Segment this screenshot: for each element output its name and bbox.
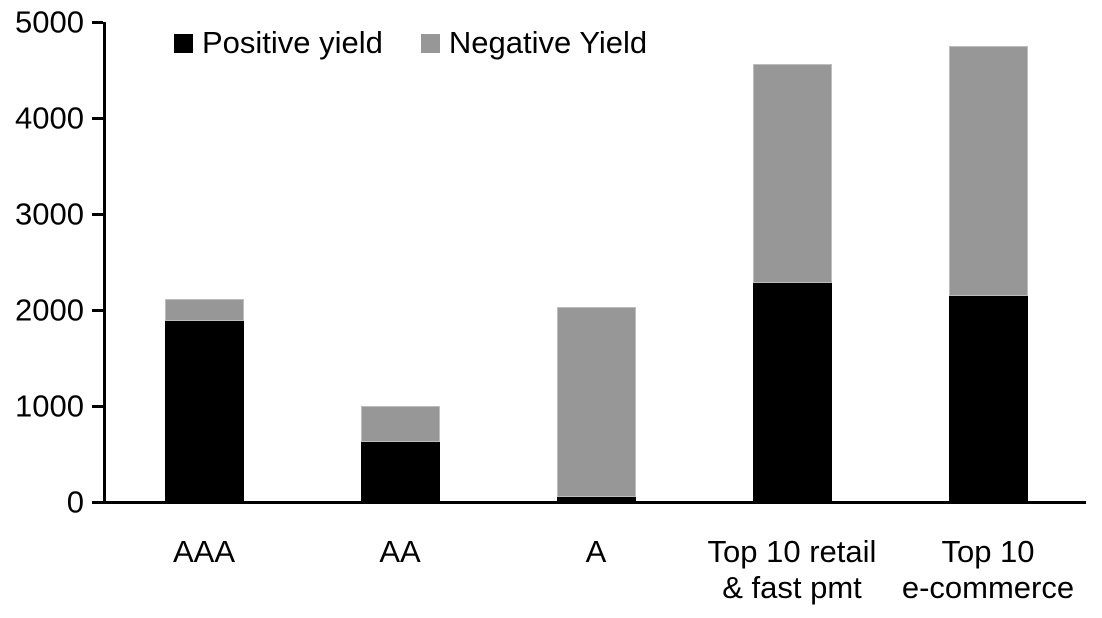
bar-positive-segment (556, 497, 636, 502)
y-axis-tick-label: 5000 (15, 4, 84, 40)
y-axis-tick-mark (92, 308, 103, 312)
x-axis-category-label: AAA (172, 534, 236, 569)
y-axis-tick-mark (92, 212, 103, 216)
y-axis-tick-label: 3000 (15, 196, 84, 232)
legend-item-positive-yield: Positive yield (174, 26, 383, 60)
y-axis-tick-label: 0 (66, 484, 84, 520)
negative-yield-swatch-icon (420, 33, 440, 53)
y-axis-tick-label: 1000 (15, 388, 84, 424)
bar-positive-segment (752, 283, 832, 502)
y-axis-tick-mark (92, 116, 103, 120)
bar-negative-segment (948, 46, 1028, 296)
x-axis-line (103, 501, 1086, 504)
positive-yield-swatch-icon (174, 33, 193, 53)
y-axis-tick-label: 2000 (15, 292, 84, 328)
x-axis-category-label: AA (379, 534, 421, 569)
chart-legend: Positive yield Negative Yield (174, 26, 647, 60)
x-axis-category-label: A (585, 534, 607, 569)
bar-positive-segment (948, 295, 1028, 502)
x-axis-category-label: Top 10 e-commerce (901, 534, 1075, 605)
y-axis-tick-mark (92, 20, 103, 24)
x-axis-category-label: Top 10 retail & fast pmt (707, 534, 877, 605)
legend-label-positive-yield: Positive yield (202, 25, 383, 60)
y-axis-tick-mark (92, 500, 103, 504)
bar-positive-segment (164, 320, 244, 502)
bar-negative-segment (360, 406, 440, 443)
bar-negative-segment (556, 307, 636, 498)
y-axis-line (103, 22, 106, 504)
bar-negative-segment (164, 299, 244, 321)
y-axis-tick-mark (92, 404, 103, 408)
y-axis-tick-label: 4000 (15, 100, 84, 136)
bar-positive-segment (360, 442, 440, 502)
legend-label-negative-yield: Negative Yield (448, 25, 648, 60)
bar-negative-segment (752, 64, 832, 284)
legend-item-negative-yield: Negative Yield (420, 25, 648, 60)
